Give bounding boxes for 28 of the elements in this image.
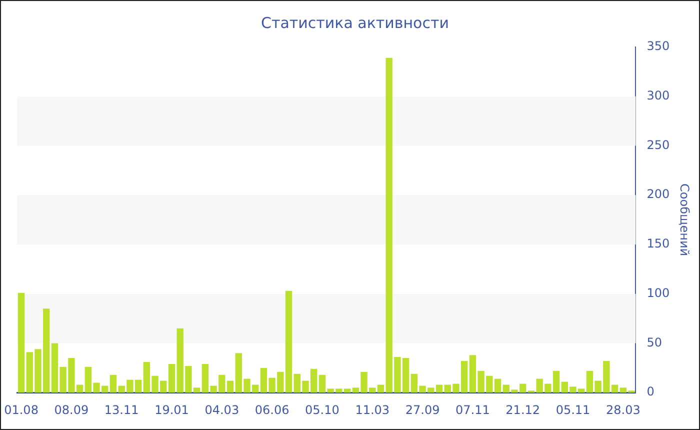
bar (18, 292, 25, 393)
x-tick-label: 01.08 (4, 402, 38, 417)
x-tick-label: 27.09 (405, 402, 440, 417)
bar (494, 378, 502, 393)
y-tick-label: 50 (646, 335, 662, 350)
y-tick-label: 0 (646, 384, 654, 399)
x-tick-label: 21.12 (506, 402, 540, 417)
y-tick-label: 250 (646, 138, 670, 152)
x-tick-label: 05.11 (556, 402, 590, 417)
bar (436, 384, 443, 393)
y-tick-label: 300 (646, 88, 670, 102)
x-tick-label: 28.03 (606, 402, 640, 417)
x-tick-label: 11.03 (355, 402, 390, 417)
bar (168, 364, 176, 393)
x-tick-label: 07.11 (456, 402, 490, 417)
chart-title: Статистика активности (261, 14, 449, 32)
x-tick-label: 05.10 (305, 402, 340, 417)
y-tick-label: 100 (646, 286, 670, 300)
bar (226, 380, 234, 393)
y-tick-label: 150 (646, 236, 670, 251)
x-tick-label: 13.11 (104, 402, 139, 417)
y-tick-label: 350 (646, 39, 670, 54)
x-tick-label: 08.09 (54, 402, 89, 417)
x-tick-label: 19.01 (154, 402, 189, 417)
y-tick-label: 200 (646, 187, 670, 202)
x-tick-label: 04.03 (204, 402, 240, 417)
y-axis-title: Сообщений (678, 184, 692, 256)
x-tick-label: 06.06 (254, 402, 290, 417)
